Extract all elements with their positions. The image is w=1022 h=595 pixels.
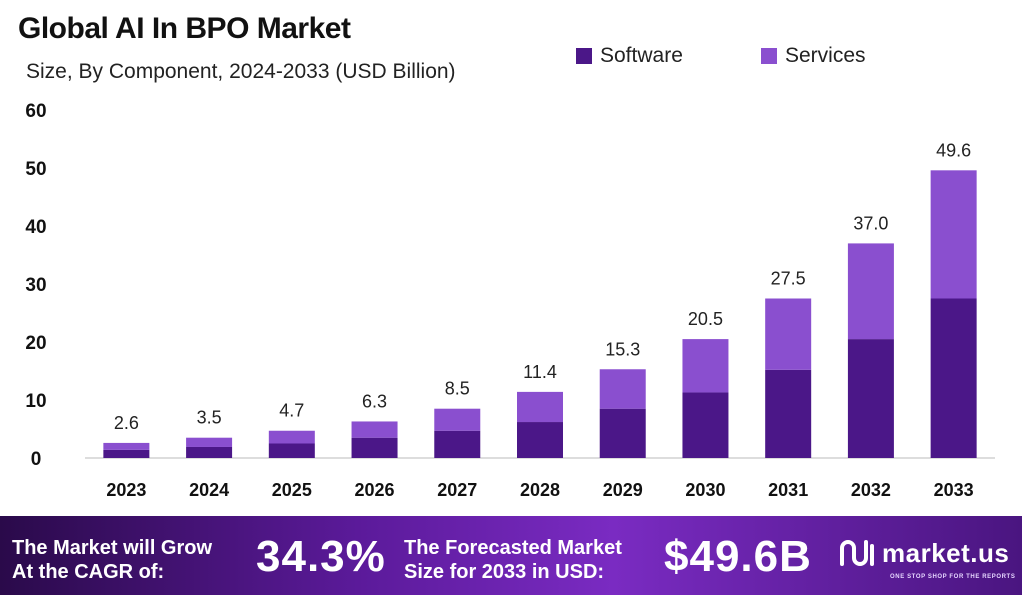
bar-segment-software — [351, 437, 398, 458]
bar-segment-services — [765, 298, 812, 370]
bar-segment-software — [517, 422, 563, 458]
bar-total-label: 11.4 — [523, 362, 557, 382]
bar-segment-services — [517, 391, 563, 423]
bar-segment-software — [599, 408, 646, 458]
forecast-label-line2: Size for 2033 in USD: — [404, 561, 605, 583]
bar-segment-software — [682, 392, 729, 458]
bar-segment-software — [930, 298, 977, 458]
x-tick-label: 2033 — [934, 480, 974, 500]
forecast-label-line1: The Forecasted Market — [404, 537, 622, 559]
bar-segment-software — [103, 449, 150, 458]
bar-segment-services — [351, 421, 398, 438]
x-tick-label: 2025 — [272, 480, 312, 500]
brand-logo: market.us ONE STOP SHOP FOR THE REPORTS — [838, 536, 1015, 580]
bar-segment-services — [847, 243, 894, 340]
bar-segment-services — [103, 442, 150, 450]
cagr-label-line2: At the CAGR of: — [12, 561, 165, 583]
bar-segment-software — [847, 339, 894, 458]
bar-segment-services — [186, 437, 233, 447]
legend-label-services: Services — [785, 44, 866, 67]
bar-total-label: 37.0 — [853, 213, 888, 233]
bar-total-label: 6.3 — [362, 391, 387, 411]
y-tick-label: 10 — [25, 391, 46, 412]
legend-item-services: Services — [761, 44, 866, 68]
y-tick-label: 20 — [25, 333, 46, 354]
x-tick-label: 2023 — [106, 480, 146, 500]
bar-segment-software — [765, 369, 812, 458]
legend-swatch-services — [761, 48, 777, 64]
y-tick-label: 0 — [31, 449, 42, 470]
legend-label-software: Software — [600, 44, 683, 67]
bar-segment-services — [930, 170, 977, 299]
cagr-label: The Market will Grow At the CAGR of: — [12, 536, 212, 584]
summary-banner: The Market will Grow At the CAGR of: 34.… — [0, 516, 1022, 595]
x-tick-label: 2029 — [603, 480, 643, 500]
y-tick-label: 60 — [25, 101, 46, 122]
bar-total-label: 27.5 — [771, 269, 806, 289]
y-tick-label: 50 — [25, 159, 46, 180]
bar-total-label: 20.5 — [688, 309, 723, 329]
x-tick-label: 2032 — [851, 480, 891, 500]
legend-swatch-software — [576, 48, 592, 64]
x-tick-label: 2031 — [768, 480, 808, 500]
brand-name: market.us — [882, 537, 1010, 568]
chart-subtitle: Size, By Component, 2024-2033 (USD Billi… — [26, 60, 456, 83]
bar-segment-services — [682, 339, 729, 393]
bar-total-label: 8.5 — [445, 379, 470, 399]
bar-total-label: 49.6 — [936, 140, 971, 160]
x-tick-label: 2027 — [437, 480, 477, 500]
bar-segment-software — [434, 430, 481, 458]
y-tick-label: 30 — [25, 275, 46, 296]
forecast-value: $49.6B — [664, 532, 812, 581]
bar-segment-software — [186, 446, 233, 458]
bar-total-label: 3.5 — [197, 408, 222, 428]
chart-title: Global AI In BPO Market — [18, 12, 351, 45]
bar-segment-software — [268, 443, 315, 458]
y-tick-label: 40 — [25, 217, 46, 238]
bar-total-label: 15.3 — [605, 339, 640, 359]
x-tick-label: 2028 — [520, 480, 560, 500]
bar-total-label: 4.7 — [279, 401, 304, 421]
bar-segment-services — [268, 430, 315, 444]
forecast-label: The Forecasted Market Size for 2033 in U… — [404, 536, 622, 584]
brand-tagline: ONE STOP SHOP FOR THE REPORTS — [890, 574, 1016, 580]
x-tick-label: 2024 — [189, 480, 229, 500]
x-tick-label: 2026 — [355, 480, 395, 500]
stacked-bar-chart: 01020304050602.620233.520244.720256.3202… — [25, 101, 995, 500]
cagr-label-line1: The Market will Grow — [12, 537, 213, 559]
market-us-logo-icon — [840, 540, 874, 566]
bar-segment-services — [434, 408, 481, 431]
cagr-value: 34.3% — [256, 532, 386, 581]
bar-segment-services — [599, 369, 646, 409]
x-tick-label: 2030 — [685, 480, 725, 500]
bar-total-label: 2.6 — [114, 413, 139, 433]
legend-item-software: Software — [576, 44, 683, 68]
